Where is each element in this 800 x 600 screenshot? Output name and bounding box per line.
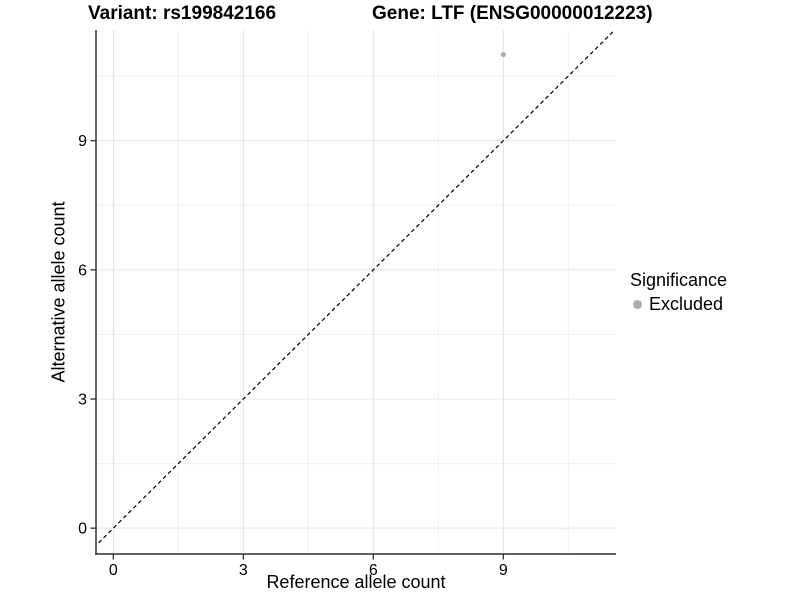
plot-title-gene: Gene: LTF (ENSG00000012223) — [372, 3, 653, 24]
legend-item-label: Excluded — [649, 294, 724, 314]
legend-item-excluded: Excluded — [630, 294, 727, 315]
x-tick-label: 6 — [369, 562, 378, 579]
x-tick-label: 9 — [499, 562, 508, 579]
legend: Significance Excluded — [630, 270, 727, 315]
y-tick-label: 3 — [78, 391, 87, 408]
legend-key-circle-icon — [633, 300, 642, 309]
x-tick-label: 3 — [239, 562, 248, 579]
data-point — [500, 51, 506, 58]
y-tick-label: 0 — [78, 521, 87, 538]
identity-line — [96, 30, 616, 547]
y-axis-title: Alternative allele count — [48, 201, 69, 383]
x-axis-title: Reference allele count — [266, 572, 446, 592]
y-tick-label: 6 — [78, 262, 87, 279]
y-tick-label: 9 — [78, 133, 87, 150]
legend-title: Significance — [630, 270, 728, 290]
plot-title-variant: Variant: rs199842166 — [88, 3, 277, 24]
x-tick-label: 0 — [109, 562, 118, 579]
